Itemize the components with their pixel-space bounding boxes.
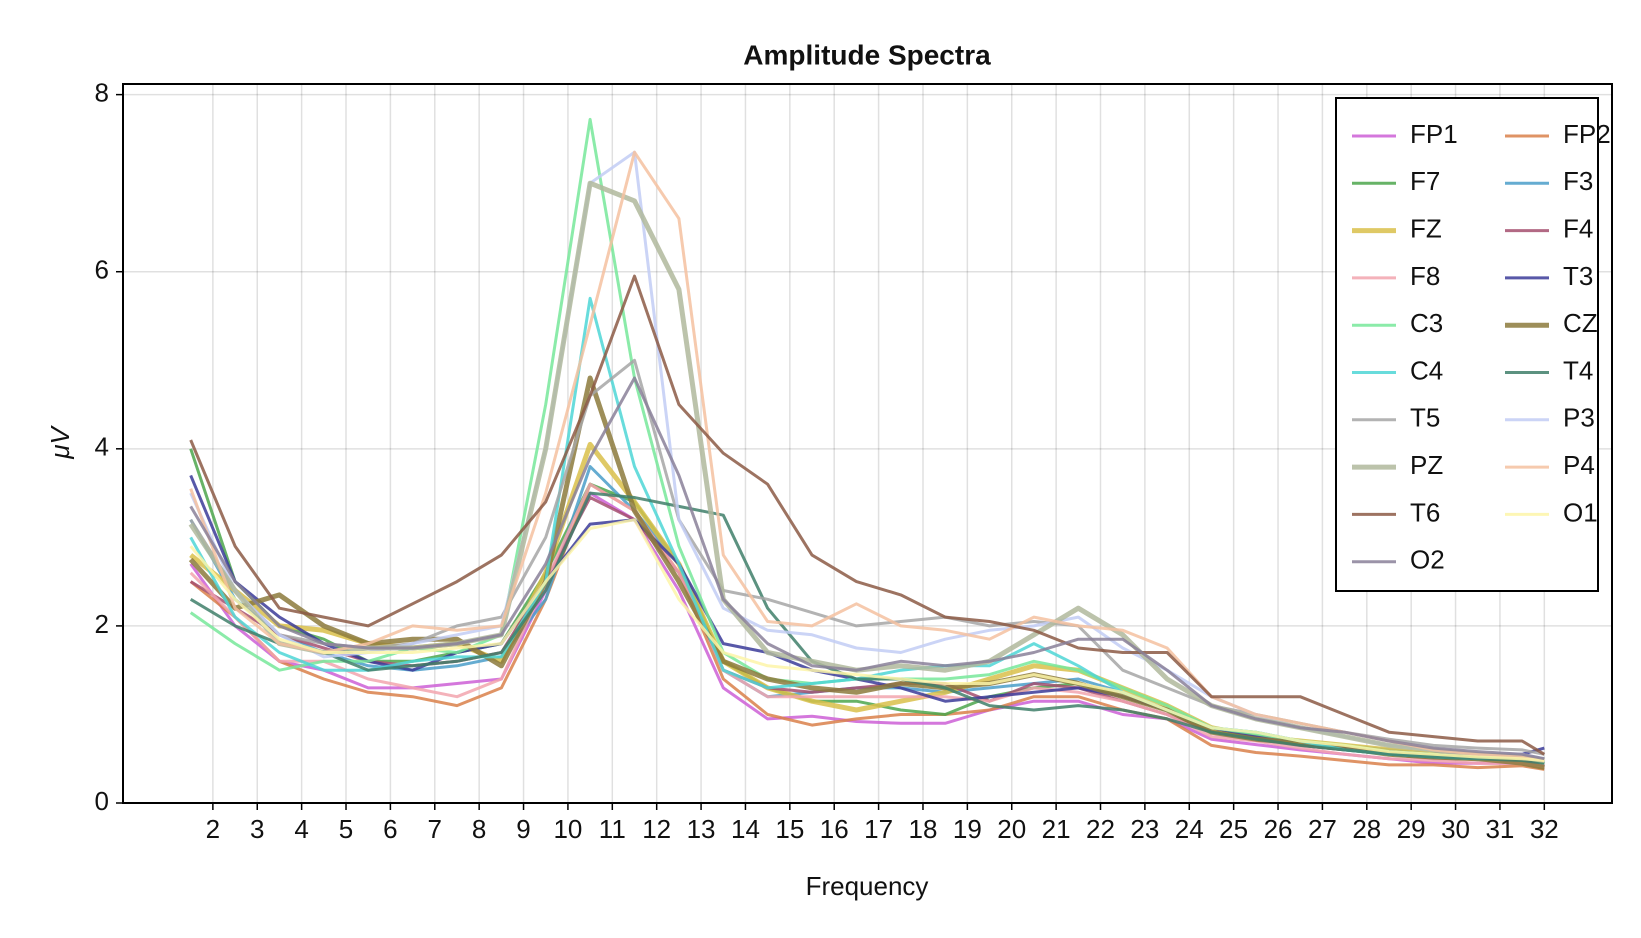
x-tick-label: 9 bbox=[516, 814, 530, 844]
legend-label: C3 bbox=[1410, 308, 1443, 338]
x-tick-label: 28 bbox=[1352, 814, 1381, 844]
x-tick-label: 26 bbox=[1264, 814, 1293, 844]
legend-label: T4 bbox=[1563, 355, 1593, 385]
legend-label: F7 bbox=[1410, 166, 1440, 196]
x-tick-label: 5 bbox=[339, 814, 353, 844]
x-tick-label: 31 bbox=[1485, 814, 1514, 844]
x-tick-label: 30 bbox=[1441, 814, 1470, 844]
x-tick-label: 15 bbox=[775, 814, 804, 844]
legend-label: C4 bbox=[1410, 355, 1443, 385]
y-tick-label: 4 bbox=[95, 432, 109, 462]
x-tick-label: 10 bbox=[553, 814, 582, 844]
y-tick-label: 8 bbox=[95, 78, 109, 108]
x-tick-label: 3 bbox=[250, 814, 264, 844]
series-line bbox=[189, 376, 1545, 761]
legend-label: O1 bbox=[1563, 497, 1598, 527]
x-tick-label: 29 bbox=[1397, 814, 1426, 844]
x-tick-label: 20 bbox=[997, 814, 1026, 844]
chart-title: Amplitude Spectra bbox=[743, 39, 991, 70]
x-tick-label: 18 bbox=[909, 814, 938, 844]
legend-label: T5 bbox=[1410, 403, 1440, 433]
x-tick-label: 13 bbox=[687, 814, 716, 844]
legend-label: FZ bbox=[1410, 213, 1442, 243]
legend-label: P4 bbox=[1563, 450, 1595, 480]
legend-label: T3 bbox=[1563, 261, 1593, 291]
legend-label: FP1 bbox=[1410, 119, 1458, 149]
x-tick-label: 17 bbox=[864, 814, 893, 844]
legend-label: PZ bbox=[1410, 450, 1443, 480]
y-axis-label: μV bbox=[45, 425, 75, 460]
legend-label: FP2 bbox=[1563, 119, 1611, 149]
legend-label: F3 bbox=[1563, 166, 1593, 196]
x-tick-label: 12 bbox=[642, 814, 671, 844]
x-tick-label: 4 bbox=[294, 814, 308, 844]
y-tick-label: 6 bbox=[95, 255, 109, 285]
x-tick-label: 24 bbox=[1175, 814, 1204, 844]
y-tick-label: 0 bbox=[95, 786, 109, 816]
x-axis-label: Frequency bbox=[806, 871, 929, 901]
series-line bbox=[189, 482, 1545, 771]
legend-label: P3 bbox=[1563, 403, 1595, 433]
x-tick-label: 16 bbox=[820, 814, 849, 844]
y-tick-label: 2 bbox=[95, 609, 109, 639]
x-tick-label: 32 bbox=[1530, 814, 1559, 844]
x-tick-label: 7 bbox=[428, 814, 442, 844]
legend-label: F8 bbox=[1410, 261, 1440, 291]
legend-label: O2 bbox=[1410, 545, 1445, 575]
x-tick-label: 27 bbox=[1308, 814, 1337, 844]
x-tick-label: 6 bbox=[383, 814, 397, 844]
x-tick-label: 2 bbox=[206, 814, 220, 844]
legend-label: T6 bbox=[1410, 497, 1440, 527]
plot-frame bbox=[122, 83, 1613, 804]
x-tick-label: 21 bbox=[1042, 814, 1071, 844]
x-tick-label: 14 bbox=[731, 814, 760, 844]
x-tick-label: 23 bbox=[1130, 814, 1159, 844]
series-line bbox=[189, 482, 1545, 768]
legend-label: F4 bbox=[1563, 213, 1593, 243]
legend-box bbox=[1335, 97, 1599, 592]
legend-label: CZ bbox=[1563, 308, 1598, 338]
x-tick-label: 19 bbox=[953, 814, 982, 844]
x-tick-label: 8 bbox=[472, 814, 486, 844]
series-line bbox=[189, 518, 1545, 762]
x-tick-label: 25 bbox=[1219, 814, 1248, 844]
series-line bbox=[189, 491, 1545, 765]
series-line bbox=[189, 274, 1546, 756]
x-tick-label: 11 bbox=[599, 814, 626, 844]
x-tick-label: 22 bbox=[1086, 814, 1115, 844]
